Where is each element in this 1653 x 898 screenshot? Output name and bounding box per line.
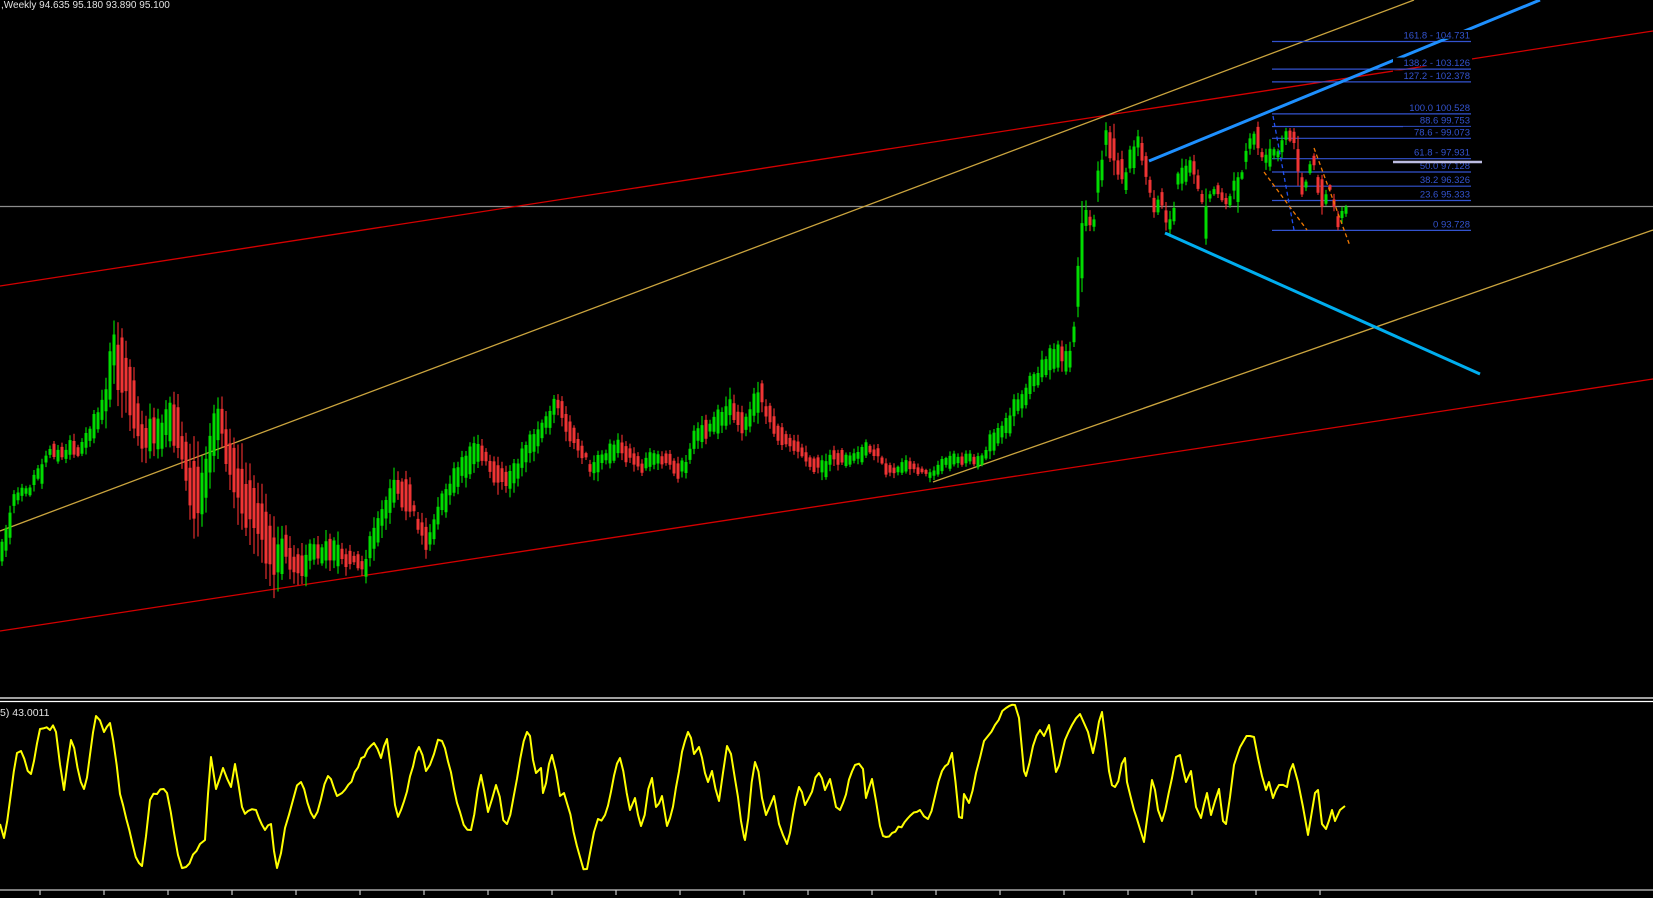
svg-text:61.8 - 97.931: 61.8 - 97.931 xyxy=(1414,148,1470,159)
svg-text:,Weekly 94.635 95.180 93.890: ,Weekly 94.635 95.180 93.890 95.100 xyxy=(1,0,170,11)
svg-text:100.0 100.528: 100.0 100.528 xyxy=(1409,103,1470,114)
svg-text:161.8 - 104.731: 161.8 - 104.731 xyxy=(1403,31,1470,42)
svg-text:0 93.728: 0 93.728 xyxy=(1433,219,1470,230)
svg-text:78.6 - 99.073: 78.6 - 99.073 xyxy=(1414,127,1470,138)
svg-text:38.2 96.326: 38.2 96.326 xyxy=(1420,175,1470,186)
svg-text:50.0 97.128: 50.0 97.128 xyxy=(1420,161,1470,172)
svg-text:88.6 99.753: 88.6 99.753 xyxy=(1420,116,1470,127)
svg-text:5) 43.0011: 5) 43.0011 xyxy=(0,707,50,719)
svg-text:138.2 - 103.126: 138.2 - 103.126 xyxy=(1403,58,1470,69)
svg-text:23.6 95.333: 23.6 95.333 xyxy=(1420,190,1470,201)
svg-text:127.2 - 102.378: 127.2 - 102.378 xyxy=(1403,71,1470,82)
